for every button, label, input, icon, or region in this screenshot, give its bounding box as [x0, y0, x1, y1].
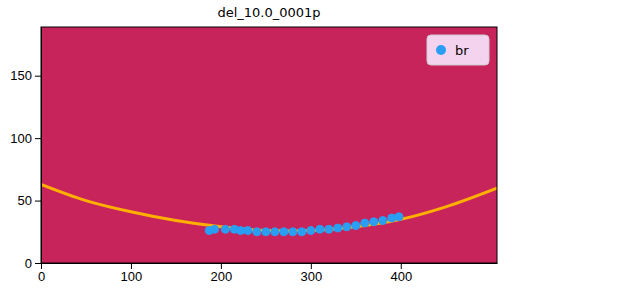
point [334, 224, 342, 232]
plot-background [41, 27, 497, 263]
point [280, 228, 288, 236]
point [352, 222, 360, 230]
legend-marker [436, 45, 446, 55]
tick-label: 100 [10, 131, 32, 146]
tick-label: 0 [38, 269, 45, 284]
title: del_10.0_0001p [217, 5, 320, 20]
point [361, 219, 369, 227]
tick-mark [401, 263, 402, 269]
tick: 50 [18, 193, 41, 208]
tick-mark [35, 138, 41, 139]
tick: 200 [211, 263, 233, 284]
point [244, 227, 252, 235]
point [262, 228, 270, 236]
point [316, 225, 324, 233]
point [271, 228, 279, 236]
point [298, 228, 306, 236]
tick-label: 100 [121, 269, 143, 284]
tick-label: 200 [211, 269, 233, 284]
point [343, 223, 351, 231]
x-axis: 0 100 200 300 400 [38, 263, 498, 284]
plot: 0 100 200 300 400 0 50 100 150 br [10, 27, 497, 284]
point [253, 228, 261, 236]
arc-line [41, 184, 497, 231]
tick-mark [221, 263, 222, 269]
tick-mark [131, 263, 132, 269]
point [370, 218, 378, 226]
tick-mark [41, 263, 42, 269]
point [388, 214, 396, 222]
point [211, 225, 219, 233]
tick: 400 [390, 263, 412, 284]
marks [41, 184, 497, 235]
tick: 0 [38, 263, 45, 284]
chart: 0 100 200 300 400 0 50 100 150 br del_10.0_0001p [0, 0, 640, 291]
axis-line [42, 263, 498, 264]
tick-label: 400 [390, 269, 412, 284]
point [289, 228, 297, 236]
y-axis: 0 50 100 150 [10, 28, 41, 271]
legend-box [427, 35, 489, 65]
tick-mark [35, 76, 41, 77]
tick-label: 0 [25, 256, 32, 271]
tick: 100 [10, 131, 41, 146]
tick-mark [35, 201, 41, 202]
tick: 150 [10, 68, 41, 83]
legend: br [427, 35, 489, 65]
tick: 0 [25, 256, 41, 271]
tick-label: 150 [10, 68, 32, 83]
tick-label: 300 [300, 269, 322, 284]
tick-label: 50 [18, 193, 32, 208]
tick: 300 [300, 263, 322, 284]
axis-line [41, 28, 42, 264]
tick-mark [311, 263, 312, 269]
point [395, 213, 403, 221]
point [221, 225, 229, 233]
point [307, 227, 315, 235]
plot-frame [41, 27, 497, 263]
legend-label: br [455, 43, 469, 58]
tick: 100 [121, 263, 143, 284]
tick-mark [35, 263, 41, 264]
point [325, 225, 333, 233]
point [379, 217, 387, 225]
